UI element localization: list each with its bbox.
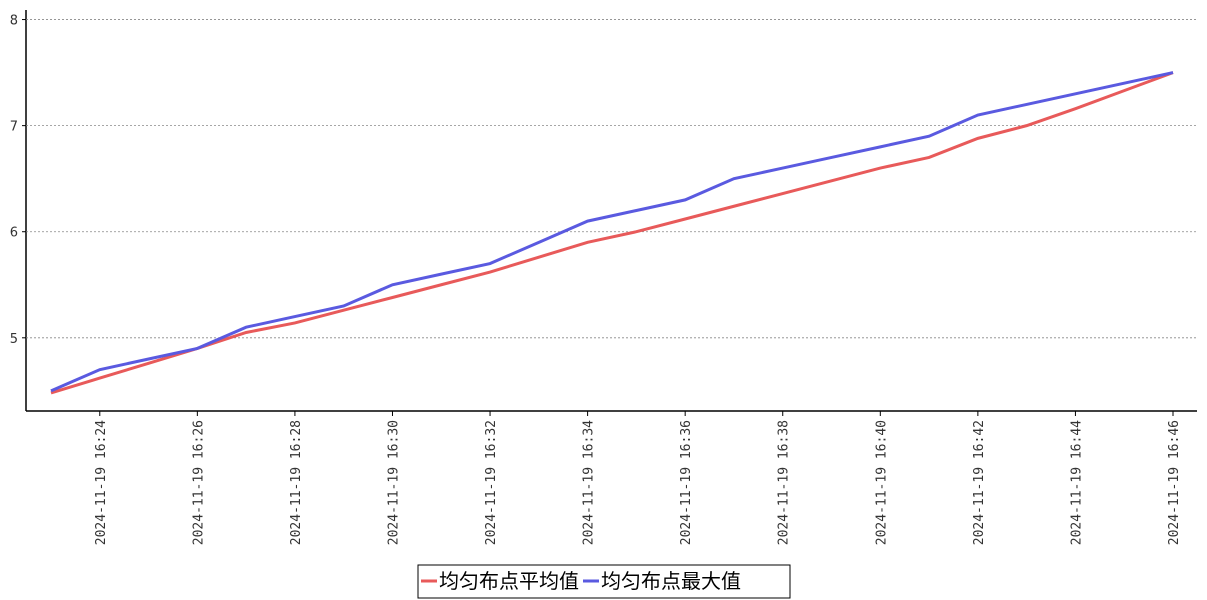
x-tick-label: 2024-11-19 16:40 [874, 420, 889, 545]
y-tick-label: 7 [10, 120, 18, 135]
x-tick-label: 2024-11-19 16:44 [1069, 420, 1084, 545]
legend-text: 均匀布点平均值 [439, 569, 579, 593]
x-tick-label: 2024-11-19 16:36 [679, 420, 694, 545]
legend-text: 均匀布点最大值 [601, 569, 741, 593]
x-tick-label: 2024-11-19 16:32 [484, 420, 499, 545]
x-tick-label: 2024-11-19 16:30 [386, 420, 401, 545]
y-tick-label: 5 [10, 332, 18, 347]
x-tick-label: 2024-11-19 16:24 [94, 420, 109, 545]
series-line [50, 71, 1174, 395]
y-tick-label: 6 [10, 226, 18, 241]
x-tick-label: 2024-11-19 16:42 [972, 420, 987, 545]
x-tick-label: 2024-11-19 16:28 [289, 420, 304, 545]
x-tick-label: 2024-11-19 16:34 [582, 420, 597, 545]
legend-box [417, 564, 791, 599]
series-line [50, 71, 1174, 393]
y-tick-label: 8 [10, 14, 18, 29]
x-tick-label: 2024-11-19 16:38 [777, 420, 792, 545]
x-tick-label: 2024-11-19 16:46 [1167, 420, 1182, 545]
x-tick-label: 2024-11-19 16:26 [191, 420, 206, 545]
